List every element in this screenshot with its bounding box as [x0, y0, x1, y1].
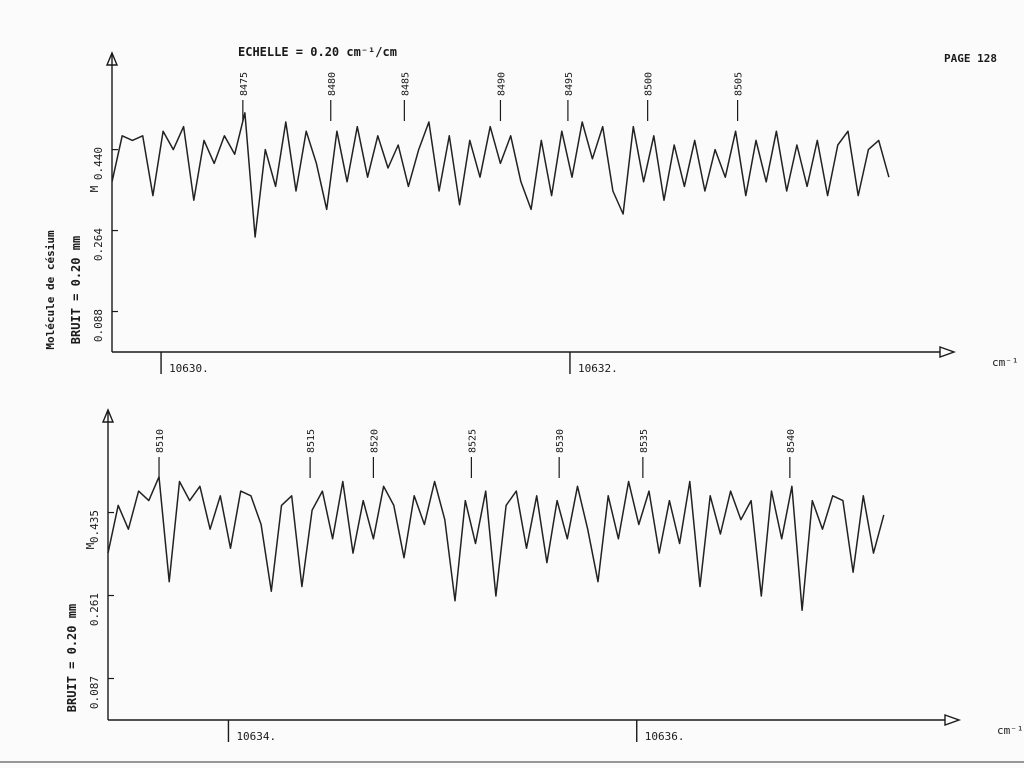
- line-label: 8505: [734, 72, 745, 96]
- x-arrow: [944, 714, 962, 726]
- y-tick-label: 0.261: [88, 593, 101, 626]
- y-arrow: [101, 408, 115, 423]
- x-tick-label: 10634.: [236, 730, 276, 743]
- line-label: 8540: [786, 429, 797, 453]
- line-label: 8515: [306, 429, 317, 453]
- line-label: 8525: [467, 429, 478, 453]
- y-tick-label: 0.264: [92, 228, 105, 261]
- y-tick-label: 0.440: [92, 147, 105, 180]
- line-label: 8480: [327, 72, 338, 96]
- scale-label: ECHELLE = 0.20 cm⁻¹/cm: [238, 45, 397, 59]
- line-label: 8530: [555, 429, 566, 453]
- x-arrow: [939, 346, 957, 358]
- molecule-label: Molécule de césium: [44, 230, 57, 350]
- x-tick-label: 10630.: [169, 362, 209, 375]
- line-label: 8500: [644, 72, 655, 96]
- line-label: 8535: [639, 429, 650, 453]
- line-label: 8485: [400, 72, 411, 96]
- y-axis-label: BRUIT = 0.20 mm: [69, 236, 83, 344]
- line-label: 8475: [239, 72, 250, 96]
- y-tick-label: 0.087: [88, 676, 101, 709]
- page-number: PAGE 128: [944, 52, 997, 65]
- y-tick-label: 0.088: [92, 309, 105, 342]
- y-tick-label: 0.435: [88, 510, 101, 543]
- x-tick-label: 10636.: [645, 730, 685, 743]
- line-label: 8490: [496, 72, 507, 96]
- marker-label: M: [84, 542, 97, 549]
- line-label: 8495: [564, 72, 575, 96]
- marker-label: M: [88, 185, 101, 192]
- spectrum-line: [111, 112, 890, 238]
- x-axis-label: cm⁻¹: [992, 356, 1019, 369]
- x-tick-label: 10632.: [578, 362, 618, 375]
- spectrum-line: [107, 476, 885, 612]
- x-axis-label: cm⁻¹: [997, 724, 1024, 737]
- line-label: 8510: [155, 429, 166, 453]
- y-arrow: [105, 51, 119, 66]
- y-axis-label: BRUIT = 0.20 mm: [65, 604, 79, 712]
- line-label: 8520: [369, 429, 380, 453]
